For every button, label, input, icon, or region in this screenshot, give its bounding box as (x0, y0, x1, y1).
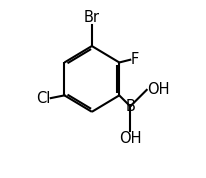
Text: F: F (130, 52, 138, 67)
Text: OH: OH (147, 82, 169, 97)
Text: B: B (125, 99, 135, 114)
Text: OH: OH (119, 131, 142, 146)
Text: Br: Br (84, 11, 100, 25)
Text: Cl: Cl (36, 91, 51, 106)
